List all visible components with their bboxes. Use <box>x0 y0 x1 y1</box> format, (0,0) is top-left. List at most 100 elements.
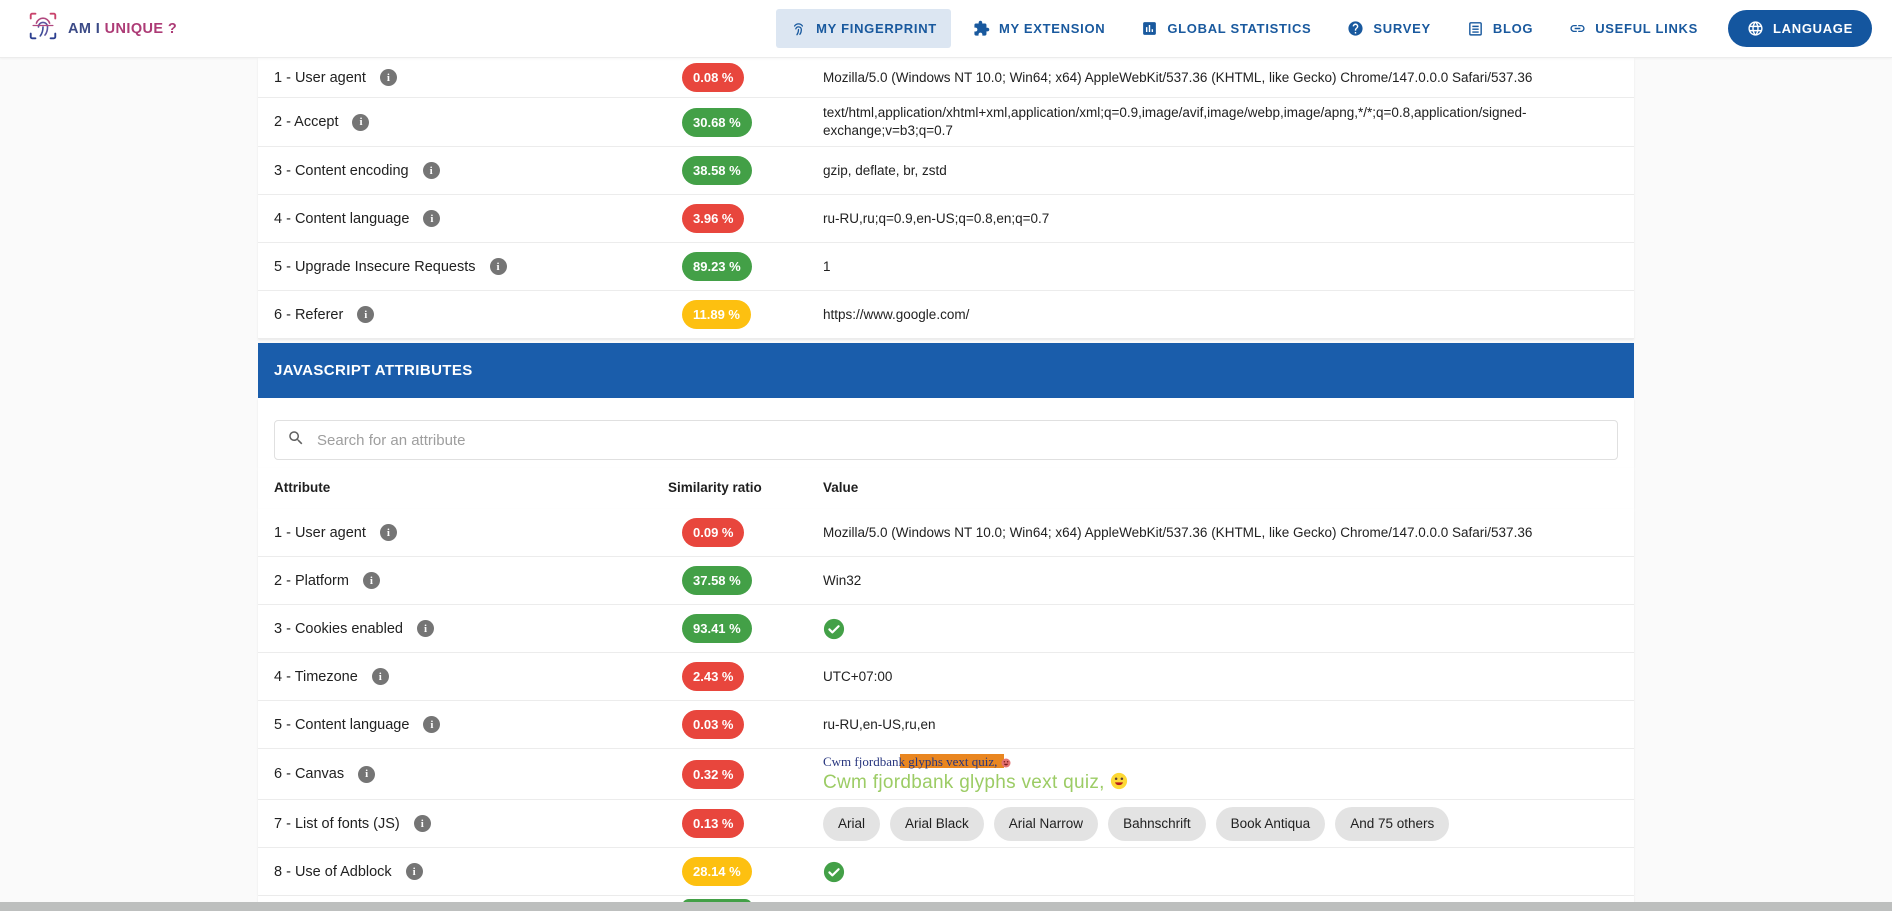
similarity-badge: 11.89 % <box>682 300 751 329</box>
attribute-label: 3 - Content encoding <box>274 162 409 179</box>
check-circle-icon <box>823 618 1608 640</box>
similarity-badge: 89.23 % <box>682 252 752 281</box>
book-icon <box>1467 20 1484 37</box>
globe-icon <box>1747 20 1764 37</box>
question-icon <box>1347 20 1364 37</box>
similarity-badge: 28.14 % <box>682 857 752 886</box>
nav-item-useful-links[interactable]: USEFUL LINKS <box>1555 9 1712 48</box>
similarity-badge: 38.58 % <box>682 156 752 185</box>
attribute-value: Mozilla/5.0 (Windows NT 10.0; Win64; x64… <box>823 63 1618 93</box>
nav-item-label: MY FINGERPRINT <box>816 21 937 36</box>
attribute-label: 4 - Content language <box>274 210 410 227</box>
attribute-label: 5 - Content language <box>274 716 410 733</box>
attribute-value: UTC+07:00 <box>823 662 1618 692</box>
nav-item-label: SURVEY <box>1373 21 1431 36</box>
value-text: https://www.google.com/ <box>823 306 970 322</box>
search-bar-wrap <box>258 398 1634 468</box>
table-row: 2 - Platform i 37.58 % Win32 <box>258 557 1634 605</box>
js-table-header: Attribute Similarity ratio Value <box>258 468 1634 509</box>
value-text: Mozilla/5.0 (Windows NT 10.0; Win64; x64… <box>823 524 1533 540</box>
attribute-value <box>823 855 1618 889</box>
value-text: 1 <box>823 258 831 274</box>
similarity-badge <box>682 899 752 903</box>
info-icon[interactable]: i <box>379 524 397 541</box>
similarity-badge: 0.09 % <box>682 518 745 547</box>
nav-item-global-statistics[interactable]: GLOBAL STATISTICS <box>1127 9 1325 48</box>
table-row: 2 - Accept i 30.68 % text/html,application/… <box>258 98 1634 147</box>
attribute-label: 2 - Platform <box>274 572 349 589</box>
nav-item-label: MY EXTENSION <box>998 21 1106 36</box>
similarity-badge: 37.58 % <box>682 566 752 595</box>
info-icon[interactable]: i <box>362 572 380 589</box>
nav-item-my-fingerprint[interactable]: MY FINGERPRINT <box>776 9 951 48</box>
js-section-title: JAVASCRIPT ATTRIBUTES <box>258 343 1634 398</box>
attribute-value: ru-RU,en-US,ru,en <box>823 710 1618 740</box>
nav-item-label: BLOG <box>1492 21 1534 36</box>
search-icon <box>287 429 305 452</box>
info-icon[interactable]: i <box>416 620 434 637</box>
attribute-label: 6 - Canvas <box>274 766 345 782</box>
info-icon[interactable]: i <box>352 113 370 131</box>
language-button[interactable]: LANGUAGE <box>1728 10 1872 47</box>
table-row: 5 - Upgrade Insecure Requests i 89.23 % 1 <box>258 243 1634 291</box>
top-navbar: AM I UNIQUE ? MY FINGERPRINT MY EXTENSION… <box>0 0 1892 58</box>
column-header-similarity-ratio: Similarity ratio <box>668 480 762 495</box>
http-attributes-table: 1 - User agent i 0.08 % Mozilla/5.0 (Window… <box>258 58 1634 339</box>
check-circle-icon <box>823 861 1608 883</box>
js-attributes-section: JAVASCRIPT ATTRIBUTES Attribute Similari… <box>258 343 1634 903</box>
similarity-badge: 30.68 % <box>682 107 752 137</box>
brand-title: AM I UNIQUE ? <box>68 20 178 37</box>
font-chip: Arial Narrow <box>993 806 1099 841</box>
nav-item-my-extension[interactable]: MY EXTENSION <box>959 9 1119 48</box>
link-icon <box>1569 20 1586 37</box>
info-icon[interactable]: i <box>371 668 389 685</box>
attribute-label: 1 - User agent <box>274 524 366 541</box>
font-chip: And 75 others <box>1335 806 1450 841</box>
info-icon[interactable]: i <box>358 765 376 783</box>
column-header-attribute: Attribute <box>274 480 331 495</box>
language-button-label: LANGUAGE <box>1773 21 1853 36</box>
value-text: text/html,application/xhtml+xml,applicat… <box>823 105 1527 138</box>
attribute-label: 1 - User agent <box>274 69 366 86</box>
search-input[interactable] <box>315 430 1605 450</box>
value-text: Mozilla/5.0 (Windows NT 10.0; Win64; x64… <box>823 69 1533 85</box>
info-icon[interactable]: i <box>379 69 397 86</box>
smiley-emoji <box>1001 754 1011 769</box>
search-box <box>274 420 1618 460</box>
info-icon[interactable]: i <box>357 306 375 323</box>
info-icon[interactable]: i <box>423 716 441 733</box>
attribute-label: 4 - Timezone <box>274 668 358 685</box>
table-row: 4 - Timezone i 2.43 % UTC+07:00 <box>258 653 1634 701</box>
attribute-value: Cwm fjordbank glyphs vext quiz, Cwm fjor… <box>823 749 1618 799</box>
table-row: 7 - List of fonts (JS) i 0.13 % Arial Arial … <box>258 800 1634 848</box>
value-text: ru-RU,ru;q=0.9,en-US;q=0.8,en;q=0.7 <box>823 210 1050 226</box>
attribute-label: 5 - Upgrade Insecure Requests <box>274 258 476 275</box>
table-row: 3 - Cookies enabled i 93.41 % <box>258 605 1634 653</box>
font-chip: Book Antiqua <box>1215 806 1326 841</box>
nav-item-survey[interactable]: SURVEY <box>1333 9 1444 48</box>
attribute-value: https://www.google.com/ <box>823 300 1618 330</box>
info-icon[interactable]: i <box>489 258 507 275</box>
nav-items: MY FINGERPRINT MY EXTENSION GLOBAL STATIST… <box>776 9 1712 48</box>
font-chip: Bahnschrift <box>1108 806 1206 841</box>
nav-item-blog[interactable]: BLOG <box>1453 9 1547 48</box>
info-icon[interactable]: i <box>423 210 441 227</box>
main-content: 1 - User agent i 0.08 % Mozilla/5.0 (Window… <box>258 58 1634 903</box>
table-row: 8 - Use of Adblock i 28.14 % <box>258 848 1634 896</box>
js-attributes-table: 1 - User agent i 0.09 % Mozilla/5.0 (Window… <box>258 509 1634 896</box>
info-icon[interactable]: i <box>422 162 440 179</box>
puzzle-icon <box>973 20 990 37</box>
brand[interactable]: AM I UNIQUE ? <box>26 9 177 48</box>
attribute-label: 3 - Cookies enabled <box>274 620 403 637</box>
fingerprint-logo-icon <box>26 9 60 48</box>
attribute-value: 1 <box>823 252 1618 282</box>
horizontal-scrollbar[interactable] <box>0 902 1892 911</box>
attribute-label: 2 - Accept <box>274 114 339 130</box>
info-icon[interactable]: i <box>405 863 423 880</box>
similarity-badge: 0.03 % <box>682 710 745 739</box>
similarity-badge: 3.96 % <box>682 204 745 233</box>
attribute-value: text/html,application/xhtml+xml,applicat… <box>823 98 1618 146</box>
info-icon[interactable]: i <box>413 815 431 832</box>
table-row: 6 - Canvas i 0.32 % Cwm fjordbank glyphs ve… <box>258 749 1634 800</box>
next-row-partial <box>258 896 1634 903</box>
